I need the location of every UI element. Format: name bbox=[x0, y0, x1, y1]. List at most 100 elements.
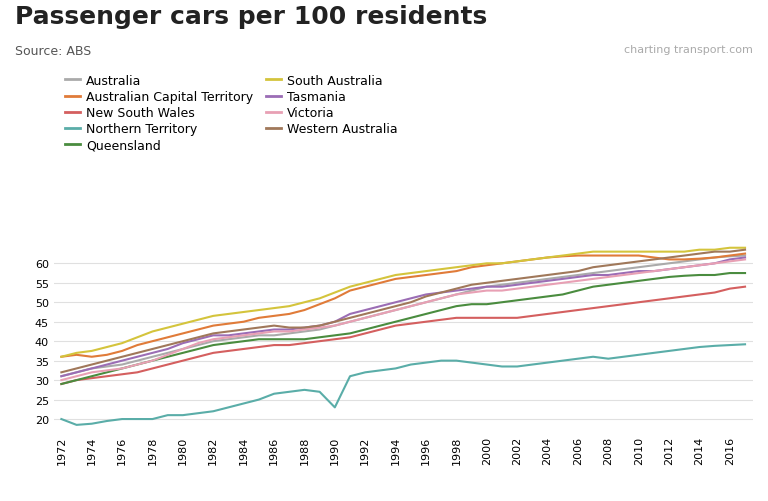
South Australia bbox=[163, 325, 172, 331]
Western Australia bbox=[436, 290, 445, 296]
Queensland bbox=[512, 298, 521, 304]
Western Australia bbox=[148, 346, 157, 352]
Northern Territory bbox=[512, 364, 521, 370]
New South Wales bbox=[406, 321, 415, 327]
Victoria bbox=[87, 370, 96, 376]
Tasmania bbox=[254, 329, 263, 335]
Australian Capital Territory bbox=[300, 308, 309, 314]
Northern Territory bbox=[239, 401, 248, 407]
Western Australia bbox=[209, 331, 218, 337]
New South Wales bbox=[573, 308, 582, 314]
Victoria bbox=[163, 352, 172, 358]
Text: charting transport.com: charting transport.com bbox=[624, 45, 753, 55]
Northern Territory bbox=[209, 408, 218, 414]
South Australia bbox=[72, 350, 81, 356]
Tasmania bbox=[649, 269, 658, 275]
South Australia bbox=[710, 247, 720, 253]
New South Wales bbox=[209, 350, 218, 356]
Australian Capital Territory bbox=[163, 335, 172, 341]
Australia bbox=[133, 358, 142, 364]
Victoria bbox=[558, 280, 568, 286]
Line: New South Wales: New South Wales bbox=[61, 287, 745, 384]
Line: Australia: Australia bbox=[61, 256, 745, 376]
Australia bbox=[118, 362, 127, 368]
Tasmania bbox=[422, 292, 431, 298]
Queensland bbox=[254, 337, 263, 343]
Victoria bbox=[102, 368, 111, 374]
Victoria bbox=[406, 304, 415, 310]
Australia bbox=[634, 265, 644, 271]
Tasmania bbox=[194, 337, 203, 343]
Western Australia bbox=[695, 251, 704, 257]
New South Wales bbox=[725, 286, 734, 292]
Tasmania bbox=[498, 284, 507, 290]
South Australia bbox=[285, 304, 294, 310]
Western Australia bbox=[619, 261, 628, 267]
Western Australia bbox=[664, 255, 674, 261]
Australian Capital Territory bbox=[740, 251, 750, 257]
Western Australia bbox=[118, 354, 127, 360]
New South Wales bbox=[482, 315, 492, 321]
Western Australia bbox=[573, 269, 582, 275]
Victoria bbox=[680, 265, 689, 271]
Northern Territory bbox=[619, 354, 628, 360]
Australian Capital Territory bbox=[102, 352, 111, 358]
Northern Territory bbox=[330, 404, 339, 410]
New South Wales bbox=[57, 381, 66, 387]
Northern Territory bbox=[573, 356, 582, 362]
Australia bbox=[695, 257, 704, 263]
Western Australia bbox=[740, 247, 750, 253]
Northern Territory bbox=[391, 366, 400, 372]
Western Australia bbox=[498, 278, 507, 284]
Queensland bbox=[178, 350, 187, 356]
South Australia bbox=[695, 247, 704, 253]
New South Wales bbox=[361, 331, 370, 337]
South Australia bbox=[194, 317, 203, 323]
South Australia bbox=[649, 249, 658, 255]
South Australia bbox=[588, 249, 598, 255]
Queensland bbox=[422, 311, 431, 317]
Northern Territory bbox=[422, 360, 431, 366]
Tasmania bbox=[133, 354, 142, 360]
New South Wales bbox=[498, 315, 507, 321]
Australian Capital Territory bbox=[209, 323, 218, 329]
Western Australia bbox=[285, 325, 294, 331]
Northern Territory bbox=[649, 350, 658, 356]
Tasmania bbox=[118, 358, 127, 364]
Tasmania bbox=[482, 284, 492, 290]
Western Australia bbox=[346, 315, 355, 321]
Australia bbox=[346, 319, 355, 325]
Australia bbox=[239, 335, 248, 341]
Line: Western Australia: Western Australia bbox=[61, 250, 745, 373]
Australia bbox=[270, 333, 279, 339]
South Australia bbox=[604, 249, 613, 255]
Queensland bbox=[436, 308, 445, 314]
New South Wales bbox=[452, 315, 461, 321]
South Australia bbox=[330, 290, 339, 296]
South Australia bbox=[543, 255, 552, 261]
Victoria bbox=[376, 311, 385, 317]
South Australia bbox=[376, 277, 385, 283]
Australian Capital Territory bbox=[528, 257, 537, 263]
Victoria bbox=[361, 315, 370, 321]
Northern Territory bbox=[740, 342, 750, 348]
Victoria bbox=[498, 288, 507, 294]
Western Australia bbox=[223, 329, 233, 335]
Northern Territory bbox=[223, 404, 233, 410]
Australian Capital Territory bbox=[725, 253, 734, 259]
Australia bbox=[102, 364, 111, 370]
Western Australia bbox=[467, 282, 476, 288]
South Australia bbox=[315, 296, 324, 302]
Western Australia bbox=[163, 342, 172, 348]
South Australia bbox=[680, 249, 689, 255]
Australia bbox=[528, 278, 537, 284]
Australian Capital Territory bbox=[558, 254, 568, 260]
Western Australia bbox=[270, 323, 279, 329]
Text: Source: ABS: Source: ABS bbox=[15, 45, 91, 58]
Northern Territory bbox=[194, 410, 203, 416]
Australian Capital Territory bbox=[467, 265, 476, 271]
Australian Capital Territory bbox=[376, 280, 385, 286]
New South Wales bbox=[391, 323, 400, 329]
Australia bbox=[680, 259, 689, 265]
Australia bbox=[649, 263, 658, 269]
